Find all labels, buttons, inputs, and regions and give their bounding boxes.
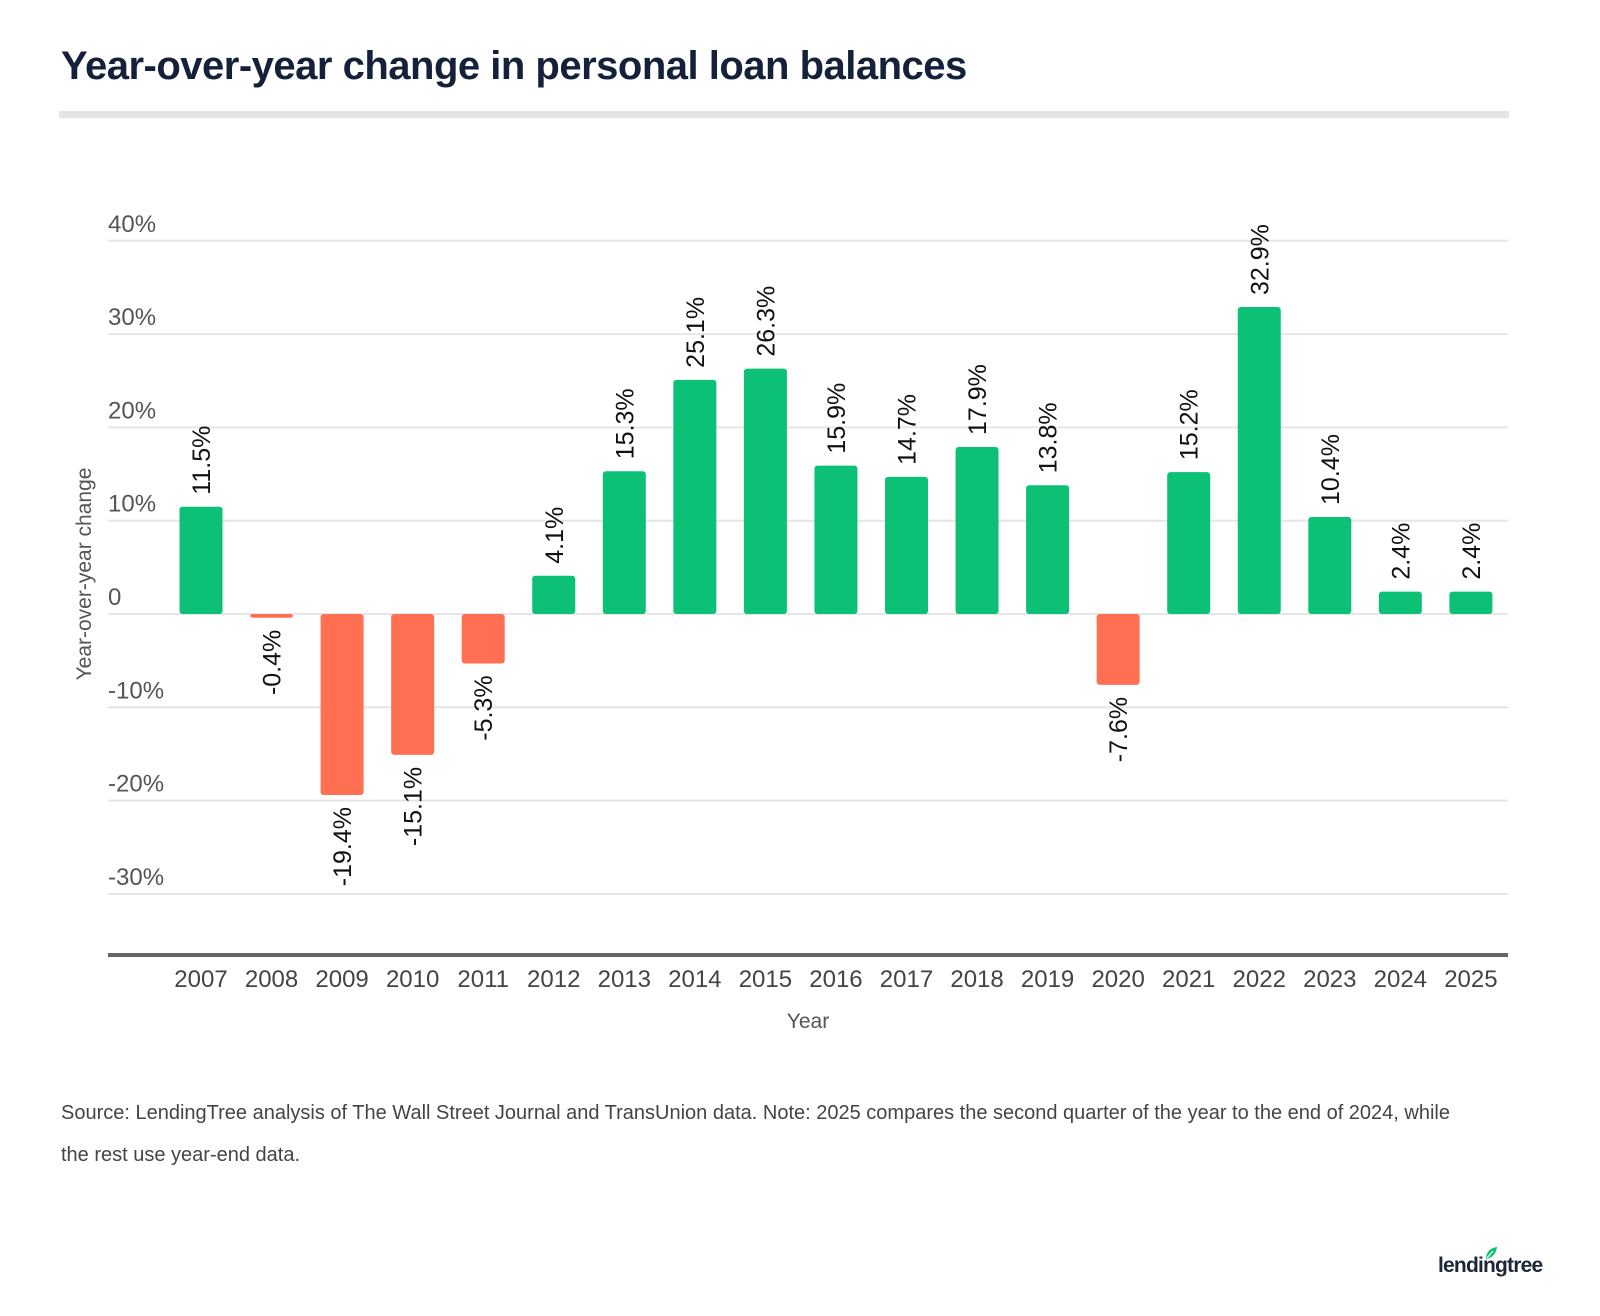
x-tick-label: 2007: [174, 966, 227, 993]
x-tick-label: 2024: [1374, 966, 1427, 993]
data-label: -0.4%: [259, 630, 287, 695]
y-tick-label: 30%: [108, 304, 156, 331]
x-tick-label: 2020: [1091, 966, 1144, 993]
bar-2009: [320, 614, 364, 796]
bars: [179, 307, 1493, 796]
x-tick-label: 2013: [598, 966, 651, 993]
bar-2010: [391, 614, 435, 755]
bar-2013: [602, 471, 646, 614]
x-tick-label: 2011: [457, 966, 509, 993]
bar-2025: [1449, 591, 1493, 614]
y-axis-ticks: 40% 30% 20% 10% 0 -10% -20% -30%: [108, 211, 164, 891]
data-label: 11.5%: [188, 426, 216, 495]
x-tick-label: 2022: [1233, 966, 1286, 993]
data-label: 15.2%: [1176, 389, 1204, 460]
y-tick-label: 40%: [108, 211, 156, 238]
data-label: 2.4%: [1387, 523, 1415, 580]
data-label: 32.9%: [1246, 224, 1274, 295]
data-label: 10.4%: [1317, 434, 1345, 505]
bar-2022: [1237, 307, 1281, 614]
y-tick-label: 20%: [108, 397, 156, 424]
bar-2018: [955, 446, 999, 614]
source-note: Source: LendingTree analysis of The Wall…: [61, 1102, 1450, 1166]
x-tick-label: 2021: [1162, 966, 1215, 993]
lendingtree-logo: lendingtree: [1438, 1246, 1548, 1286]
data-label: 17.9%: [964, 364, 992, 435]
logo-text: lendingtree: [1438, 1254, 1543, 1277]
y-tick-label: -20%: [108, 771, 164, 798]
data-label: -5.3%: [470, 675, 498, 740]
y-tick-label: 0: [108, 584, 121, 611]
x-tick-label: 2012: [527, 966, 580, 993]
y-axis-title: Year-over-year change: [73, 468, 96, 681]
x-tick-label: 2015: [739, 966, 792, 993]
x-tick-label: 2008: [245, 966, 298, 993]
data-label: 15.3%: [611, 388, 639, 459]
y-tick-label: -10%: [108, 677, 164, 704]
bar-2011: [461, 614, 505, 664]
x-tick-label: 2014: [668, 966, 721, 993]
gridlines: [108, 239, 1508, 895]
data-label: 14.7%: [894, 394, 922, 465]
bar-2020: [1096, 614, 1140, 685]
x-tick-label: 2009: [315, 966, 368, 993]
x-tick-label: 2018: [950, 966, 1003, 993]
title-divider: [59, 111, 1509, 118]
y-tick-label: 10%: [108, 491, 156, 518]
data-label: 25.1%: [682, 297, 710, 368]
x-tick-label: 2023: [1303, 966, 1356, 993]
bar-2016: [814, 465, 858, 614]
data-label: 4.1%: [541, 507, 569, 564]
bar-2023: [1308, 516, 1352, 614]
bar-2012: [532, 575, 576, 614]
bar-2017: [885, 476, 928, 614]
x-axis-ticks: 2007 2008 2009 2010 2011 2012 2013 2014 2015 2016…: [174, 966, 1497, 993]
data-label: 15.9%: [823, 383, 851, 454]
data-label: -19.4%: [329, 807, 357, 886]
x-tick-label: 2025: [1444, 966, 1497, 993]
data-label: 26.3%: [752, 286, 780, 357]
x-tick-label: 2017: [880, 966, 933, 993]
data-label: 13.8%: [1035, 402, 1063, 473]
leaf-icon: [1486, 1247, 1497, 1259]
y-tick-label: -30%: [108, 864, 164, 891]
bar-2015: [743, 368, 787, 614]
bar-2008: [250, 614, 294, 618]
x-tick-label: 2010: [386, 966, 439, 993]
chart-title: Year-over-year change in personal loan b…: [61, 44, 967, 88]
bar-2019: [1026, 485, 1070, 614]
bar-2021: [1167, 472, 1211, 614]
x-tick-label: 2019: [1021, 966, 1074, 993]
x-tick-label: 2016: [809, 966, 862, 993]
data-label: -7.6%: [1105, 697, 1133, 762]
bar-2007: [179, 506, 223, 614]
data-labels: 11.5% -0.4% -19.4% -15.1% -5.3% 4.1% 15.3% 25.1…: [188, 224, 1486, 886]
data-label: -15.1%: [400, 767, 428, 846]
data-label: 2.4%: [1458, 523, 1486, 580]
bar-2024: [1378, 591, 1422, 614]
bar-2014: [673, 379, 717, 614]
x-axis-title: Year: [787, 1010, 829, 1033]
bar-chart: 40% 30% 20% 10% 0 -10% -20% -30% 11.5% -0.4% -19.…: [73, 211, 1508, 1033]
